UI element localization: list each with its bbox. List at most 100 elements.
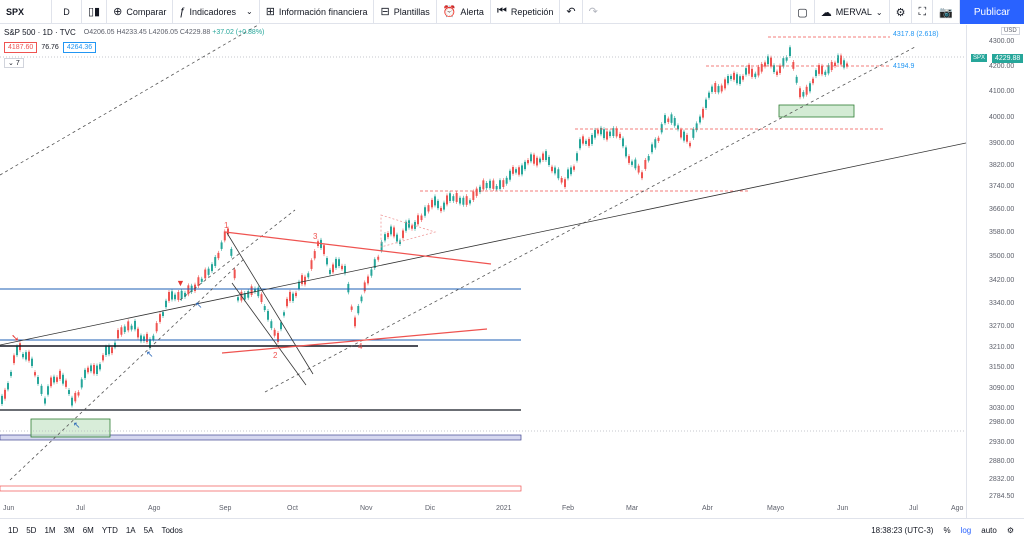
blue-arrow-icon-3: ↖ bbox=[73, 420, 81, 430]
bid-price[interactable]: 4187.60 bbox=[4, 42, 38, 53]
gear-icon[interactable]: ⚙ bbox=[1006, 526, 1014, 535]
candle-body bbox=[588, 138, 590, 146]
candle-body bbox=[680, 129, 682, 138]
range-button[interactable]: 1M bbox=[44, 526, 56, 535]
candle-body bbox=[827, 65, 830, 74]
layout-name-button[interactable]: ☁ MERVAL ⌄ bbox=[815, 0, 890, 24]
chart-style-button[interactable]: ▯▮ bbox=[82, 0, 108, 24]
price-axis[interactable]: 4300.00 4200.00 4100.00 4000.00 3900.00 3820.… bbox=[966, 25, 1024, 518]
candle-body bbox=[370, 269, 373, 276]
candle-body bbox=[96, 365, 98, 374]
candle-body bbox=[805, 86, 808, 95]
candle-body bbox=[767, 56, 769, 65]
candle-body bbox=[576, 153, 578, 161]
fullscreen-button[interactable]: ⛶ bbox=[912, 0, 934, 24]
replay-button[interactable]: ⏮ Repetición bbox=[491, 0, 561, 24]
candle-body bbox=[270, 321, 273, 329]
time-tick: Sep bbox=[219, 505, 232, 512]
chevron-down-icon: ⌄ bbox=[8, 60, 14, 67]
redo-button[interactable]: ↷ bbox=[583, 0, 604, 24]
chart-legend[interactable]: S&P 500 · 1D · TVC O4206.05 H4233.45 L42… bbox=[4, 28, 264, 37]
time-axis[interactable]: Jun Jul Ago Sep Oct Nov Dic 2021 Feb Mar Abr Mayo Ju… bbox=[0, 502, 966, 516]
candle-body bbox=[332, 264, 334, 273]
price-tick: 4200.00 bbox=[989, 63, 1015, 70]
templates-label: Plantillas bbox=[393, 6, 430, 17]
bid-ask-row: 4187.60 76.76 4264.36 bbox=[4, 42, 97, 53]
candle-body bbox=[594, 129, 596, 138]
candle-body bbox=[615, 128, 618, 137]
wave-label-3: 3 bbox=[313, 232, 318, 241]
candle-body bbox=[111, 347, 113, 354]
range-button[interactable]: 6M bbox=[82, 526, 94, 535]
candle-body bbox=[573, 166, 575, 170]
interval-button[interactable]: D bbox=[52, 0, 82, 24]
time-tick: Mayo bbox=[767, 505, 785, 512]
candle-body bbox=[207, 268, 210, 275]
candle-body bbox=[524, 161, 526, 170]
symbol-search[interactable]: SPX bbox=[0, 0, 52, 24]
candle-body bbox=[475, 188, 478, 196]
candle-body bbox=[689, 142, 691, 147]
currency-label[interactable]: USD bbox=[1001, 27, 1020, 35]
price-tick: 2980.00 bbox=[989, 419, 1015, 426]
layout-button[interactable]: ▢ bbox=[790, 0, 815, 24]
candle-body bbox=[80, 379, 83, 388]
candle-body bbox=[609, 131, 611, 137]
auto-toggle[interactable]: auto bbox=[981, 526, 997, 535]
candle-body bbox=[357, 305, 360, 314]
publish-button[interactable]: Publicar bbox=[959, 0, 1024, 24]
candle-body bbox=[622, 138, 624, 147]
percent-toggle[interactable]: % bbox=[943, 526, 951, 535]
range-button[interactable]: 3M bbox=[63, 526, 75, 535]
indicators-collapse-button[interactable]: ⌄ 7 bbox=[4, 58, 24, 68]
collapsed-count: 7 bbox=[15, 60, 20, 67]
candle-body bbox=[499, 180, 501, 189]
undo-button[interactable]: ↶ bbox=[560, 0, 583, 24]
wave-label-1: 1 bbox=[224, 221, 229, 230]
compare-button[interactable]: ⊕ Comparar bbox=[107, 0, 174, 24]
publish-label: Publicar bbox=[973, 6, 1010, 18]
candle-body bbox=[518, 167, 520, 175]
spread-value: 76.76 bbox=[41, 44, 59, 51]
candle-body bbox=[754, 73, 757, 78]
snapshot-button[interactable]: 📷 bbox=[933, 0, 960, 24]
alert-label: Alerta bbox=[460, 6, 484, 17]
candle-body bbox=[530, 154, 532, 162]
chart-canvas[interactable]: 1 2 3 4 ➘ ▼ ↖ ↖ ↖ 4317.8 (2.618) 4194.9 bbox=[0, 25, 966, 518]
templates-button[interactable]: ⊟ Plantillas bbox=[374, 0, 437, 24]
log-toggle[interactable]: log bbox=[960, 526, 972, 535]
candle-body bbox=[795, 76, 798, 83]
legend-ohlc: O4206.05 H4233.45 L4206.05 C4229.88 +37.… bbox=[83, 29, 265, 36]
candle-body bbox=[834, 62, 836, 67]
financials-button[interactable]: ⊞ Información financiera bbox=[260, 0, 375, 24]
range-button[interactable]: 1A bbox=[125, 526, 136, 535]
candle-body bbox=[644, 159, 647, 169]
candle-body bbox=[177, 292, 180, 300]
clock-time[interactable]: 18:38:23 (UTC-3) bbox=[871, 526, 934, 535]
candle-body bbox=[59, 370, 61, 379]
candle-body bbox=[335, 258, 337, 268]
candle-body bbox=[730, 75, 732, 80]
time-tick: Mar bbox=[626, 505, 639, 512]
range-button[interactable]: Todos bbox=[161, 526, 183, 535]
alert-button[interactable]: ⏰ Alerta bbox=[437, 0, 491, 24]
candle-body bbox=[773, 65, 775, 73]
candle-body bbox=[564, 179, 566, 188]
indicators-button[interactable]: ƒ Indicadores ⌄ bbox=[173, 0, 260, 24]
dashed-channel-upper bbox=[0, 25, 259, 176]
range-button[interactable]: 5A bbox=[143, 526, 154, 535]
range-button[interactable]: 5D bbox=[26, 526, 37, 535]
candle-body bbox=[25, 352, 27, 360]
candle-body bbox=[695, 123, 698, 131]
candle-body bbox=[739, 76, 741, 84]
candle-body bbox=[631, 161, 633, 165]
candle-body bbox=[289, 291, 291, 301]
candle-body bbox=[399, 240, 401, 244]
range-button[interactable]: 1D bbox=[8, 526, 19, 535]
time-tick: Dic bbox=[425, 505, 436, 512]
settings-button[interactable]: ⚙ bbox=[890, 0, 913, 24]
candle-body bbox=[677, 125, 679, 130]
range-button[interactable]: YTD bbox=[101, 526, 118, 535]
candle-body bbox=[127, 321, 130, 331]
ask-price[interactable]: 4264.36 bbox=[62, 42, 97, 53]
